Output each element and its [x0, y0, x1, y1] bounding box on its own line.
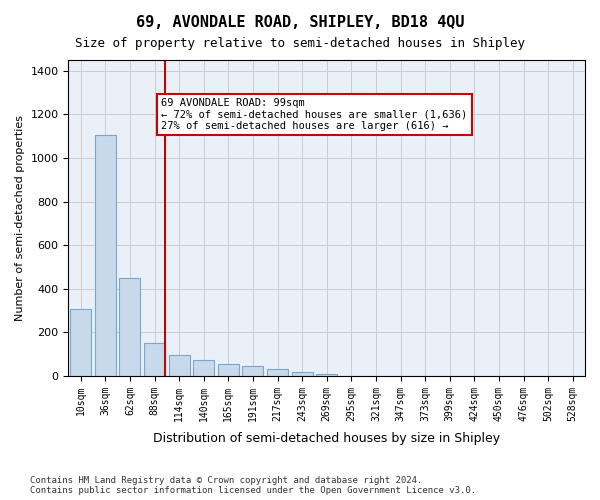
X-axis label: Distribution of semi-detached houses by size in Shipley: Distribution of semi-detached houses by …	[153, 432, 500, 445]
Bar	[218, 364, 239, 376]
Text: Contains HM Land Registry data © Crown copyright and database right 2024.
Contai: Contains HM Land Registry data © Crown c…	[30, 476, 476, 495]
Bar	[70, 310, 91, 376]
Bar	[193, 360, 214, 376]
Bar	[267, 370, 288, 376]
Text: 69 AVONDALE ROAD: 99sqm
← 72% of semi-detached houses are smaller (1,636)
27% of: 69 AVONDALE ROAD: 99sqm ← 72% of semi-de…	[161, 98, 467, 131]
Bar	[169, 355, 190, 376]
Text: Size of property relative to semi-detached houses in Shipley: Size of property relative to semi-detach…	[75, 38, 525, 51]
Bar	[144, 343, 165, 376]
Bar	[95, 135, 116, 376]
Y-axis label: Number of semi-detached properties: Number of semi-detached properties	[15, 115, 25, 321]
Text: 69, AVONDALE ROAD, SHIPLEY, BD18 4QU: 69, AVONDALE ROAD, SHIPLEY, BD18 4QU	[136, 15, 464, 30]
Bar	[242, 366, 263, 376]
Bar	[119, 278, 140, 376]
Bar	[292, 372, 313, 376]
Bar	[316, 374, 337, 376]
